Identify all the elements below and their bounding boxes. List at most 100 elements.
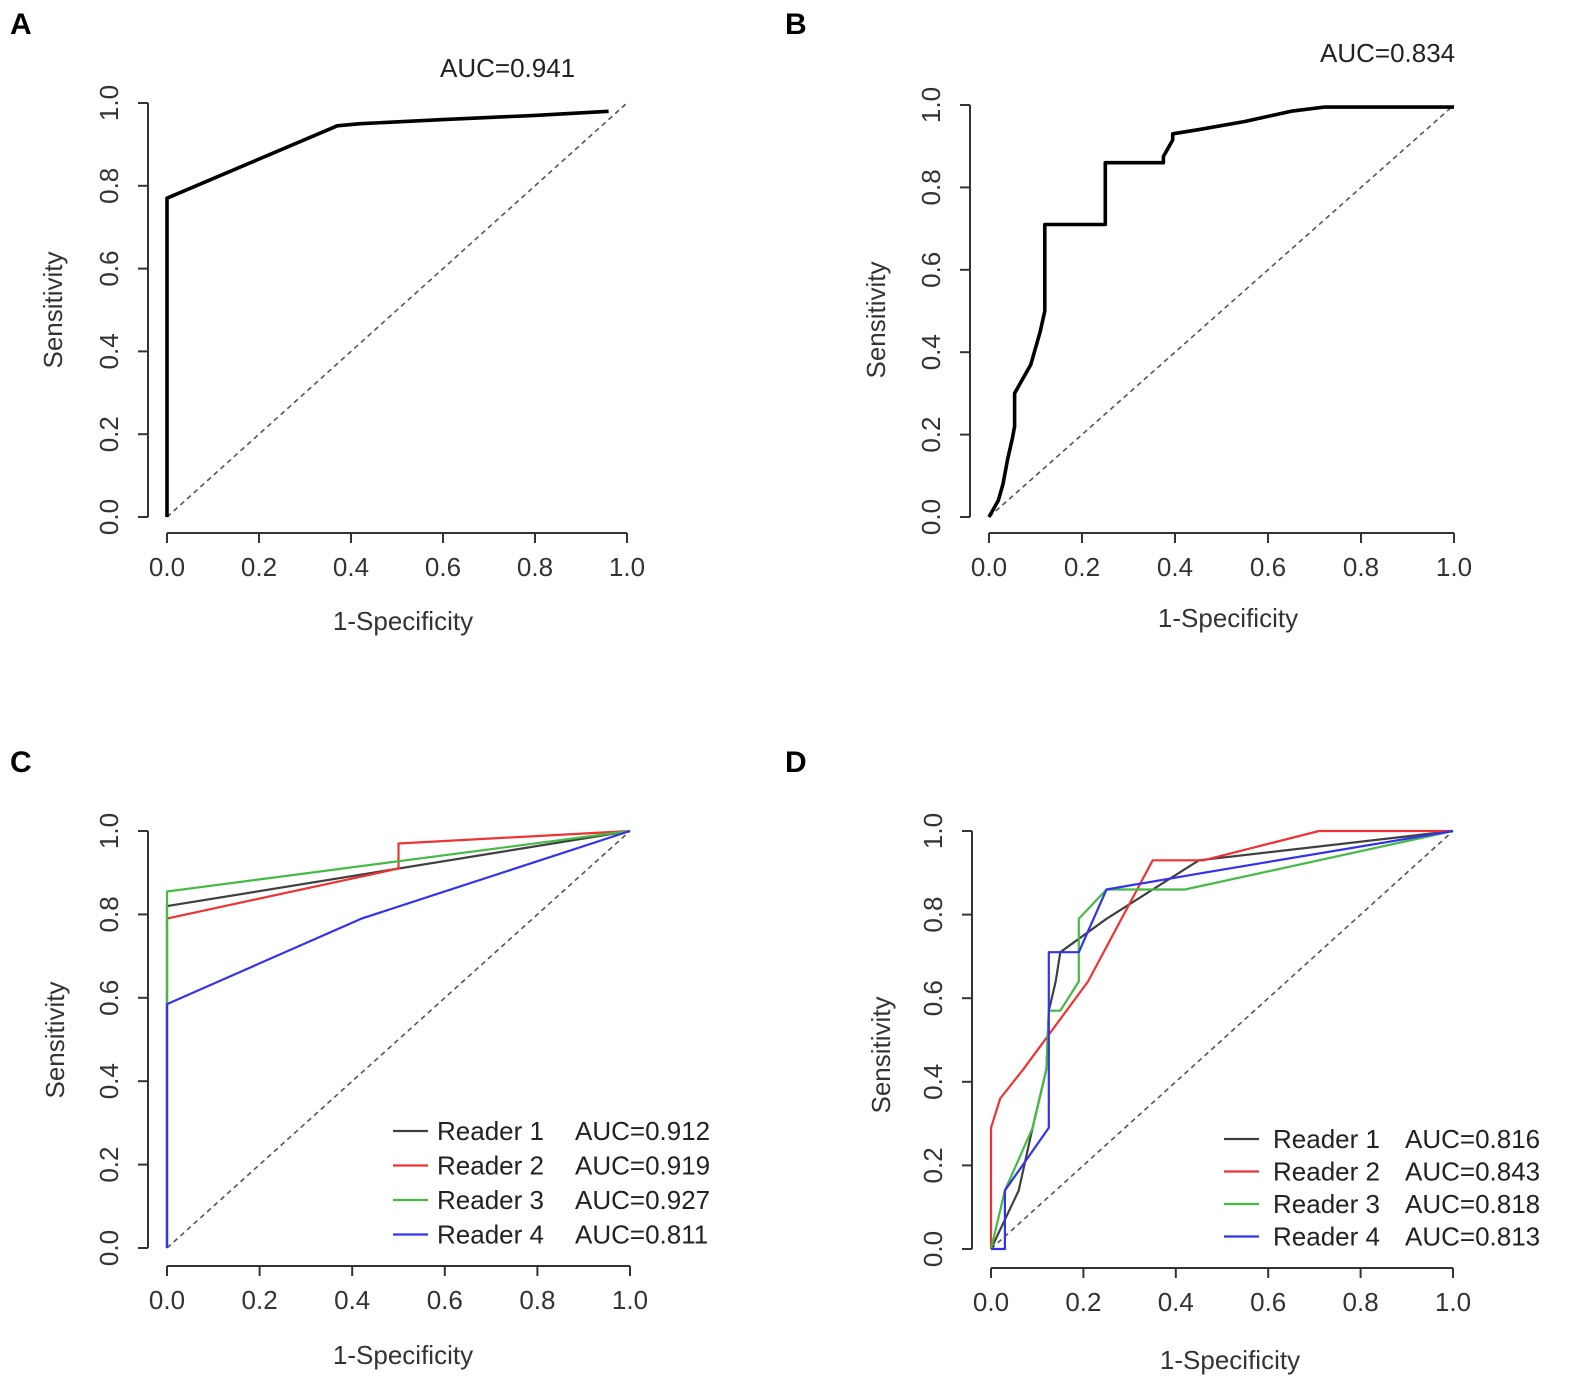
roc-curve-reader-4-d — [991, 829, 1454, 1251]
y-tick-label-d: 1.0 — [918, 813, 948, 849]
y-tick-label-c: 0.2 — [94, 1147, 124, 1183]
y-tick-label-b: 0.6 — [916, 252, 946, 288]
x-tick-label-b: 0.8 — [1343, 552, 1379, 582]
legend-label-reader-3: Reader 3 — [437, 1185, 544, 1215]
x-tick-label-a: 1.0 — [609, 552, 645, 582]
panel-b: B 0.0 0.2 0.4 0.6 0.8 1.0 0.0 0.2 0.4 0.6 0.8 1.0 A… — [785, 8, 1472, 633]
x-tick-label-d: 0.2 — [1065, 1287, 1101, 1317]
y-tick-label-b: 0.0 — [916, 499, 946, 535]
panel-letter-d: D — [785, 746, 807, 779]
x-tick-label-b: 1.0 — [1436, 552, 1472, 582]
roc-curve-reader-4-c — [165, 829, 631, 1248]
legend-label-reader-4: Reader 4 — [1273, 1222, 1380, 1252]
legend-auc-reader-4: AUC=0.811 — [575, 1220, 708, 1250]
y-tick-label-c: 0.8 — [94, 896, 124, 932]
y-tick-label-c: 0.0 — [94, 1230, 124, 1266]
x-tick-label-c: 0.0 — [149, 1285, 185, 1315]
panel-letter-c: C — [10, 746, 32, 779]
legend-auc-reader-3: AUC=0.818 — [1405, 1189, 1540, 1219]
y-tick-label-a: 0.4 — [94, 333, 124, 369]
legend-auc-reader-1: AUC=0.816 — [1405, 1124, 1540, 1154]
y-tick-label-b: 0.2 — [916, 417, 946, 453]
roc-curve-reader-3-d — [989, 829, 1454, 1250]
panel-d: D 0.0 0.2 0.4 0.6 0.8 1.0 0.0 0.2 0.4 0.6 0.8 1.0 R… — [785, 746, 1540, 1375]
x-tick-label-a: 0.4 — [333, 552, 369, 582]
x-axis-title-c: 1-Specificity — [333, 1340, 473, 1370]
x-tick-label-d: 0.0 — [973, 1287, 1009, 1317]
x-tick-label-d: 1.0 — [1435, 1287, 1471, 1317]
x-tick-label-b: 0.2 — [1064, 552, 1100, 582]
diagonal-reference-line-b — [988, 104, 1455, 518]
diagonal-reference-line-d — [990, 830, 1454, 1250]
y-tick-label-d: 0.6 — [918, 980, 948, 1016]
legend-label-reader-3: Reader 3 — [1273, 1189, 1380, 1219]
x-tick-label-a: 0.6 — [425, 552, 461, 582]
x-tick-label-b: 0.0 — [971, 552, 1007, 582]
x-tick-label-c: 0.6 — [427, 1285, 463, 1315]
legend-label-reader-2: Reader 2 — [437, 1151, 544, 1181]
panel-a: A 0.0 0.2 0.4 0.6 0.8 1.0 0.0 0.2 0.4 0.6 0.8 1.0 A… — [10, 8, 645, 636]
y-tick-label-d: 0.4 — [918, 1064, 948, 1100]
x-axis-title-a: 1-Specificity — [333, 606, 473, 636]
y-tick-label-c: 0.6 — [94, 980, 124, 1016]
auc-label-a: AUC=0.941 — [440, 53, 575, 83]
legend-auc-reader-1: AUC=0.912 — [575, 1116, 710, 1146]
x-axis-title-d: 1-Specificity — [1160, 1345, 1300, 1375]
y-tick-label-a: 0.2 — [94, 416, 124, 452]
y-tick-label-c: 0.4 — [94, 1063, 124, 1099]
x-axis-title-b: 1-Specificity — [1158, 603, 1298, 633]
roc-curve-a — [165, 109, 609, 517]
diagonal-reference-line-c — [166, 830, 631, 1249]
x-tick-label-b: 0.6 — [1250, 552, 1286, 582]
y-tick-label-b: 1.0 — [916, 87, 946, 123]
panel-letter-b: B — [785, 8, 807, 41]
x-tick-label-a: 0.2 — [241, 552, 277, 582]
y-tick-label-a: 0.0 — [94, 499, 124, 535]
legend-auc-reader-4: AUC=0.813 — [1405, 1222, 1540, 1252]
x-tick-label-a: 0.0 — [149, 552, 185, 582]
y-tick-label-a: 0.8 — [94, 168, 124, 204]
x-tick-label-a: 0.8 — [517, 552, 553, 582]
x-tick-label-c: 0.8 — [519, 1285, 555, 1315]
y-tick-label-d: 0.2 — [918, 1147, 948, 1183]
y-tick-label-b: 0.4 — [916, 334, 946, 370]
legend-c: Reader 1 AUC=0.912 Reader 2 AUC=0.919 Reader… — [393, 1116, 710, 1250]
y-axis-title-d: Sensitivity — [866, 996, 896, 1113]
x-tick-label-d: 0.8 — [1343, 1287, 1379, 1317]
y-tick-label-a: 0.6 — [94, 251, 124, 287]
auc-label-b: AUC=0.834 — [1320, 38, 1455, 68]
y-tick-label-b: 0.8 — [916, 169, 946, 205]
x-tick-label-c: 0.2 — [242, 1285, 278, 1315]
legend-label-reader-1: Reader 1 — [1273, 1124, 1380, 1154]
x-tick-label-d: 0.6 — [1250, 1287, 1286, 1317]
roc-plot-c: 0.0 0.2 0.4 0.6 0.8 1.0 0.0 0.2 0.4 0.6 0.8 1.0 — [94, 813, 648, 1315]
y-tick-label-d: 0.0 — [918, 1231, 948, 1267]
diagonal-reference-line-a — [166, 102, 628, 518]
roc-curve-reader-1-d — [990, 829, 1454, 1250]
legend-d: Reader 1 AUC=0.816 Reader 2 AUC=0.843 Reader… — [1224, 1124, 1540, 1252]
panel-c: C 0.0 0.2 0.4 0.6 0.8 1.0 0.0 0.2 0.4 0.6 0.8 1.0 R… — [10, 746, 710, 1370]
roc-plot-a: 0.0 0.2 0.4 0.6 0.8 1.0 0.0 0.2 0.4 0.6 0.8 1.0 — [94, 85, 645, 582]
roc-curve-reader-2-d — [989, 829, 1453, 1249]
x-tick-label-c: 0.4 — [334, 1285, 370, 1315]
roc-plot-d: 0.0 0.2 0.4 0.6 0.8 1.0 0.0 0.2 0.4 0.6 0.8 1.0 — [918, 813, 1471, 1317]
y-tick-label-d: 0.8 — [918, 897, 948, 933]
legend-label-reader-2: Reader 2 — [1273, 1157, 1380, 1187]
y-tick-label-a: 1.0 — [94, 85, 124, 121]
y-axis-title-a: Sensitivity — [38, 251, 68, 368]
legend-label-reader-4: Reader 4 — [437, 1220, 544, 1250]
roc-curve-b — [987, 105, 1454, 518]
y-axis-title-c: Sensitivity — [40, 981, 70, 1098]
roc-plot-b: 0.0 0.2 0.4 0.6 0.8 1.0 0.0 0.2 0.4 0.6 0.8 1.0 — [916, 87, 1472, 582]
x-tick-label-d: 0.4 — [1158, 1287, 1194, 1317]
x-tick-label-b: 0.4 — [1157, 552, 1193, 582]
y-axis-title-b: Sensitivity — [861, 261, 891, 378]
x-tick-label-c: 1.0 — [612, 1285, 648, 1315]
legend-auc-reader-2: AUC=0.919 — [575, 1151, 710, 1181]
legend-label-reader-1: Reader 1 — [437, 1116, 544, 1146]
panel-letter-a: A — [10, 8, 32, 41]
legend-auc-reader-2: AUC=0.843 — [1405, 1157, 1540, 1187]
y-tick-label-c: 1.0 — [94, 813, 124, 849]
legend-auc-reader-3: AUC=0.927 — [575, 1185, 710, 1215]
